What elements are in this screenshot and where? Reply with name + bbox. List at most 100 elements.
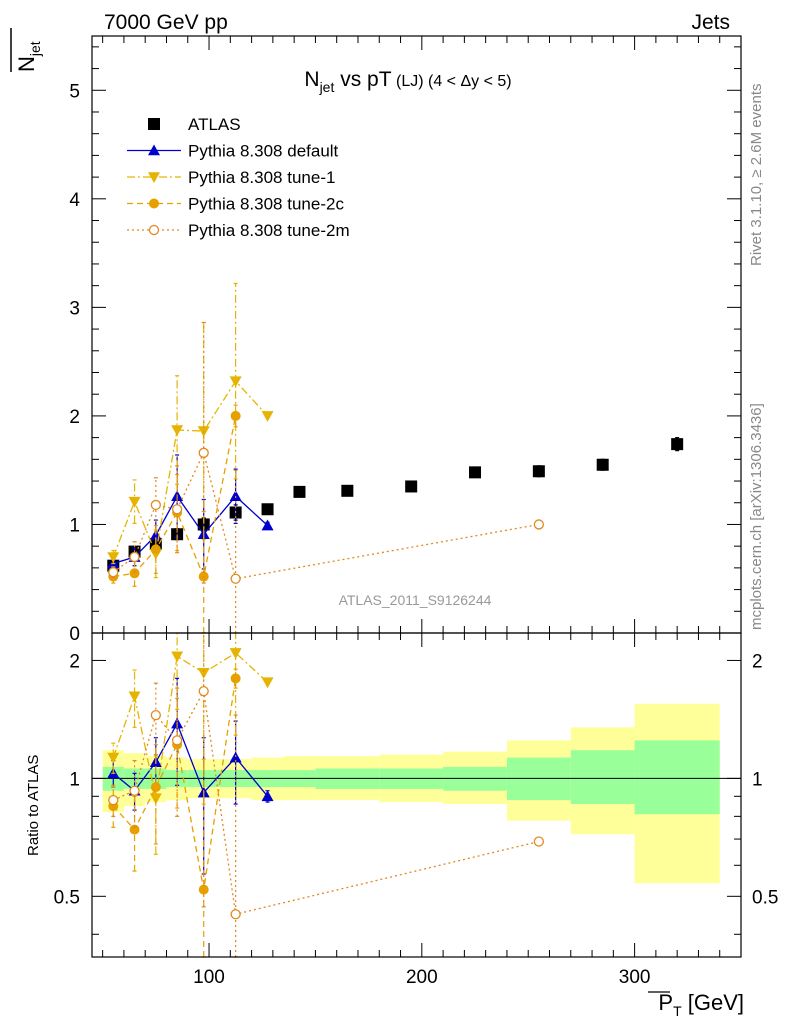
legend: ATLAS Pythia 8.308 default Pythia 8.308 tu… <box>127 115 350 240</box>
data-point <box>229 490 242 502</box>
data-point <box>171 651 184 663</box>
data-point <box>171 504 183 515</box>
series-3 <box>108 404 241 634</box>
title-small: (LJ) (4 < Δy < 5) <box>392 73 512 90</box>
y-tick-label: 0 <box>69 624 80 645</box>
title-main-sub: jet <box>319 79 335 95</box>
band-inner <box>634 740 720 815</box>
ratio-y-tick-label: 0.5 <box>54 887 80 908</box>
x-axis-label-main: P <box>658 990 673 1015</box>
data-point <box>171 735 183 746</box>
data-point <box>230 573 241 584</box>
y-tick-label: 2 <box>69 407 80 428</box>
x-axis-label: PT [GeV] <box>658 990 744 1019</box>
ratio-panel-frame <box>91 632 742 958</box>
data-point <box>469 466 482 479</box>
data-point <box>150 782 161 793</box>
header-left: 7000 GeV pp <box>104 11 228 34</box>
data-point <box>405 480 418 493</box>
data-point <box>230 410 241 421</box>
series-2 <box>107 282 274 579</box>
x-tick-label: 100 <box>193 967 225 988</box>
rivet-side-label: Rivet 3.1.10, ≥ 2.6M events <box>748 84 765 267</box>
series-1 <box>107 632 274 855</box>
data-point <box>230 673 241 684</box>
ratio-uncertainty-bands <box>92 703 741 884</box>
series-4 <box>108 321 545 634</box>
title-main: N <box>304 68 319 91</box>
data-point <box>108 567 119 578</box>
ratio-y-tick-label-right: 0.5 <box>752 887 778 908</box>
x-tick-label: 300 <box>619 967 651 988</box>
series-line <box>112 380 269 558</box>
y-axis-label-sub: jet <box>27 41 43 57</box>
axis-ticks: 100 200 300 0 1 2 3 4 5 0.5 0.5 1 1 2 2 <box>54 36 778 988</box>
data-point <box>261 519 274 531</box>
data-point <box>128 691 141 703</box>
data-point <box>107 752 120 764</box>
data-point <box>107 552 120 564</box>
header-right: Jets <box>691 11 730 34</box>
ratio-y-tick-label: 1 <box>69 769 80 790</box>
data-point <box>229 648 242 659</box>
series-3 <box>108 632 545 958</box>
data-point <box>129 568 140 579</box>
legend-label: Pythia 8.308 tune-2m <box>188 221 350 240</box>
data-point <box>229 376 242 388</box>
legend-marker <box>148 172 160 183</box>
data-point <box>341 484 354 497</box>
data-point <box>198 685 209 697</box>
data-point <box>171 425 184 437</box>
data-point <box>532 465 545 478</box>
data-point <box>261 790 274 802</box>
data-point <box>261 503 274 516</box>
y-tick-label: 3 <box>69 298 80 319</box>
series-line <box>113 415 237 579</box>
series-line <box>112 678 237 890</box>
series-0 <box>107 437 684 572</box>
data-point <box>108 794 119 806</box>
data-point <box>197 667 210 679</box>
data-point <box>293 485 306 498</box>
data-point <box>533 836 545 847</box>
data-point <box>198 447 209 458</box>
data-point <box>150 499 161 511</box>
title-rest: vs pT <box>334 68 391 91</box>
data-point <box>198 884 209 895</box>
legend-marker <box>149 198 159 209</box>
data-point <box>533 519 545 530</box>
x-axis-label-unit: [GeV] <box>682 990 744 1015</box>
x-tick-label: 200 <box>406 967 438 988</box>
ratio-y-tick-label-right: 2 <box>752 651 763 672</box>
chart-title: Njet vs pT (LJ) (4 < Δy < 5) <box>304 68 511 95</box>
y-axis-label-main: N <box>14 56 39 72</box>
data-point <box>261 411 274 422</box>
data-point <box>129 824 140 835</box>
legend-label: ATLAS <box>188 115 241 134</box>
data-point <box>261 677 274 689</box>
ratio-y-tick-label: 2 <box>69 651 80 672</box>
band-inner <box>570 750 635 805</box>
mcplots-side-label: mcplots.cern.ch [arXiv:1306.3436] <box>748 403 765 630</box>
legend-marker <box>148 224 160 236</box>
x-axis-label-sub: T <box>673 1003 682 1019</box>
data-point <box>128 496 141 508</box>
y-tick-label: 5 <box>69 81 80 102</box>
legend-label: Pythia 8.308 tune-1 <box>188 168 335 187</box>
y-tick-label: 1 <box>69 515 80 536</box>
data-point <box>129 785 140 796</box>
ratio-axis-label: Ratio to ATLAS <box>25 755 42 856</box>
watermark: ATLAS_2011_S9126244 <box>339 592 492 608</box>
series-2 <box>108 668 241 958</box>
data-point <box>129 551 140 563</box>
legend-label: Pythia 8.308 tune-2c <box>188 195 344 214</box>
y-axis-label: Njet <box>14 41 43 72</box>
data-point <box>671 438 684 451</box>
y-tick-label: 4 <box>69 190 80 211</box>
ratio-y-tick-label-right: 1 <box>752 769 763 790</box>
data-point <box>230 909 241 920</box>
data-point <box>150 544 161 555</box>
ratio-panel-series <box>107 632 545 958</box>
main-panel-series <box>107 282 684 634</box>
